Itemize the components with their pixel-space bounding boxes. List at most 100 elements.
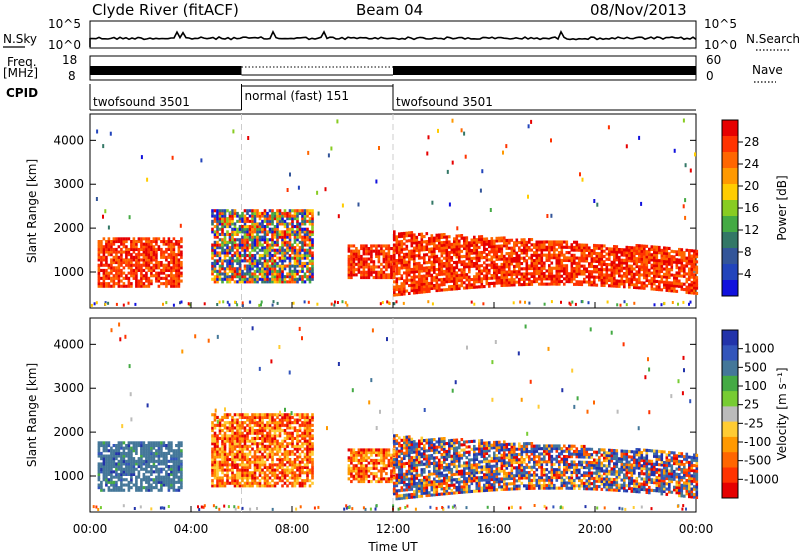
velocity-echo-cell — [301, 471, 304, 474]
power-echo-cell — [538, 277, 541, 280]
power-echo-cell — [138, 264, 141, 267]
power-echo-cell — [385, 252, 388, 255]
velocity-echo-cell — [221, 440, 224, 443]
velocity-echo-cell — [155, 441, 158, 444]
velocity-echo-cell — [289, 458, 292, 461]
power-echo-cell — [493, 240, 496, 243]
power-echo-cell — [370, 268, 373, 271]
power-echo-cell — [673, 282, 676, 285]
power-echo-cell — [688, 267, 691, 270]
velocity-echo-cell — [236, 463, 239, 466]
power-echo-cell — [568, 272, 571, 275]
power-echo-cell — [571, 262, 574, 265]
power-echo-cell — [446, 241, 449, 244]
power-echo-cell — [658, 286, 661, 289]
power-echo-cell — [219, 220, 222, 223]
power-echo-cell — [423, 275, 426, 278]
velocity-echo-cell — [214, 484, 217, 487]
power-ground-cell — [624, 300, 626, 303]
power-echo-cell — [173, 237, 176, 240]
power-echo-cell — [606, 258, 609, 261]
power-echo-cell — [301, 228, 304, 231]
velocity-echo-cell — [269, 416, 272, 419]
power-echo-cell — [246, 228, 249, 231]
velocity-echo-cell — [178, 444, 181, 447]
power-echo-cell — [365, 252, 368, 255]
velocity-echo-cell — [291, 416, 294, 419]
power-scatter-cell — [378, 146, 380, 150]
power-echo-cell — [648, 248, 651, 251]
power-echo-cell — [691, 281, 694, 284]
power-echo-cell — [165, 240, 168, 243]
power-echo-cell — [633, 252, 636, 255]
power-echo-cell — [286, 236, 289, 239]
power-echo-cell — [531, 254, 534, 257]
velocity-echo-cell — [254, 471, 257, 474]
power-echo-cell — [556, 254, 559, 257]
power-echo-cell — [291, 209, 294, 212]
power-echo-cell — [244, 272, 247, 275]
power-echo-cell — [593, 278, 596, 281]
velocity-echo-cell — [163, 460, 166, 463]
power-echo-cell — [125, 248, 128, 251]
velocity-echo-cell — [286, 450, 289, 453]
power-echo-cell — [279, 220, 282, 223]
velocity-echo-cell — [301, 424, 304, 427]
power-echo-cell — [261, 212, 264, 215]
velocity-echo-cell — [256, 424, 259, 427]
velocity-echo-cell — [286, 479, 289, 482]
power-echo-cell — [236, 228, 239, 231]
velocity-echo-cell — [236, 455, 239, 458]
power-echo-cell — [239, 238, 242, 241]
power-echo-cell — [370, 260, 373, 263]
velocity-echo-cell — [236, 440, 239, 443]
power-echo-cell — [461, 284, 464, 287]
power-echo-cell — [234, 267, 237, 270]
power-echo-cell — [476, 267, 479, 270]
power-echo-cell — [118, 272, 121, 275]
velocity-echo-cell — [289, 476, 292, 479]
velocity-echo-cell — [133, 468, 136, 471]
power-scatter-cell — [465, 155, 467, 159]
power-echo-cell — [503, 255, 506, 258]
power-echo-cell — [626, 272, 629, 275]
power-echo-cell — [423, 235, 426, 238]
power-echo-cell — [686, 257, 689, 260]
power-echo-cell — [241, 220, 244, 223]
velocity-echo-cell — [306, 432, 309, 435]
power-echo-cell — [348, 244, 351, 247]
velocity-echo-cell — [249, 463, 252, 466]
power-echo-cell — [686, 249, 689, 252]
power-echo-cell — [588, 262, 591, 265]
power-echo-cell — [446, 257, 449, 260]
power-echo-cell — [294, 259, 297, 262]
power-echo-cell — [254, 236, 257, 239]
power-echo-cell — [363, 252, 366, 255]
power-echo-cell — [408, 284, 411, 287]
power-echo-cell — [681, 269, 684, 272]
power-echo-cell — [140, 272, 143, 275]
power-echo-cell — [448, 240, 451, 243]
velocity-echo-cell — [271, 463, 274, 466]
power-echo-cell — [528, 246, 531, 249]
power-echo-cell — [556, 267, 559, 270]
power-echo-cell — [158, 280, 161, 283]
velocity-echo-cell — [221, 424, 224, 427]
velocity-echo-cell — [153, 460, 156, 463]
velocity-echo-cells — [93, 323, 698, 512]
power-echo-cell — [281, 230, 284, 233]
velocity-echo-cell — [224, 413, 227, 416]
power-echo-cell — [251, 209, 254, 212]
power-echo-cell — [135, 264, 138, 267]
power-ground-cell — [473, 303, 475, 306]
power-echo-cell — [294, 236, 297, 239]
velocity-echo-cell — [304, 479, 307, 482]
power-echo-cell — [458, 234, 461, 237]
power-echo-cell — [360, 244, 363, 247]
velocity-echo-cell — [264, 445, 267, 448]
power-echo-cell — [493, 261, 496, 264]
power-echo-cell — [175, 280, 178, 283]
velocity-echo-cell — [229, 421, 232, 424]
power-echo-cell — [473, 236, 476, 239]
